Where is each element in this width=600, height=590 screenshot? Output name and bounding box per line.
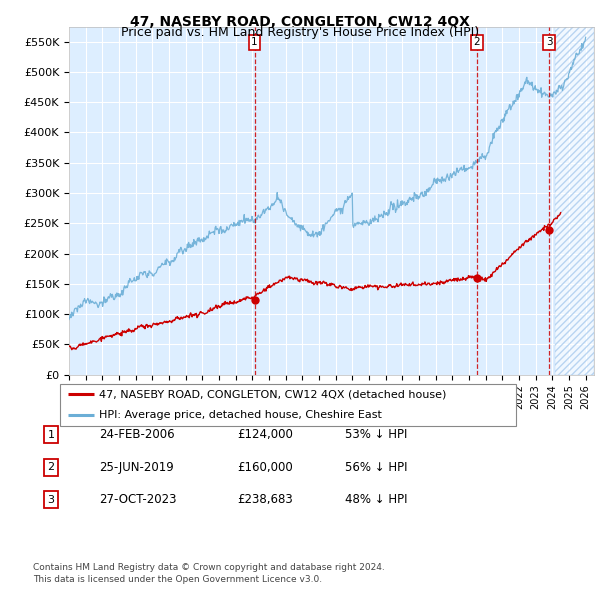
Text: 2: 2	[473, 37, 481, 47]
Text: Contains HM Land Registry data © Crown copyright and database right 2024.
This d: Contains HM Land Registry data © Crown c…	[33, 563, 385, 584]
Text: 47, NASEBY ROAD, CONGLETON, CW12 4QX (detached house): 47, NASEBY ROAD, CONGLETON, CW12 4QX (de…	[99, 389, 446, 399]
Bar	[555, 27, 594, 375]
Text: 24-FEB-2006: 24-FEB-2006	[99, 428, 175, 441]
Text: 48% ↓ HPI: 48% ↓ HPI	[345, 493, 407, 506]
Text: 53% ↓ HPI: 53% ↓ HPI	[345, 428, 407, 441]
FancyBboxPatch shape	[60, 384, 516, 426]
Text: 1: 1	[251, 37, 258, 47]
Text: 1: 1	[47, 430, 55, 440]
Text: £124,000: £124,000	[237, 428, 293, 441]
Text: 2: 2	[47, 463, 55, 472]
Text: 47, NASEBY ROAD, CONGLETON, CW12 4QX: 47, NASEBY ROAD, CONGLETON, CW12 4QX	[130, 15, 470, 30]
Text: 56% ↓ HPI: 56% ↓ HPI	[345, 461, 407, 474]
Text: 27-OCT-2023: 27-OCT-2023	[99, 493, 176, 506]
Text: HPI: Average price, detached house, Cheshire East: HPI: Average price, detached house, Ches…	[99, 411, 382, 420]
Text: 25-JUN-2019: 25-JUN-2019	[99, 461, 174, 474]
Text: £160,000: £160,000	[237, 461, 293, 474]
Text: 3: 3	[546, 37, 553, 47]
Text: Price paid vs. HM Land Registry's House Price Index (HPI): Price paid vs. HM Land Registry's House …	[121, 26, 479, 39]
Bar	[555, 27, 594, 375]
Text: 3: 3	[47, 495, 55, 504]
Text: £238,683: £238,683	[237, 493, 293, 506]
